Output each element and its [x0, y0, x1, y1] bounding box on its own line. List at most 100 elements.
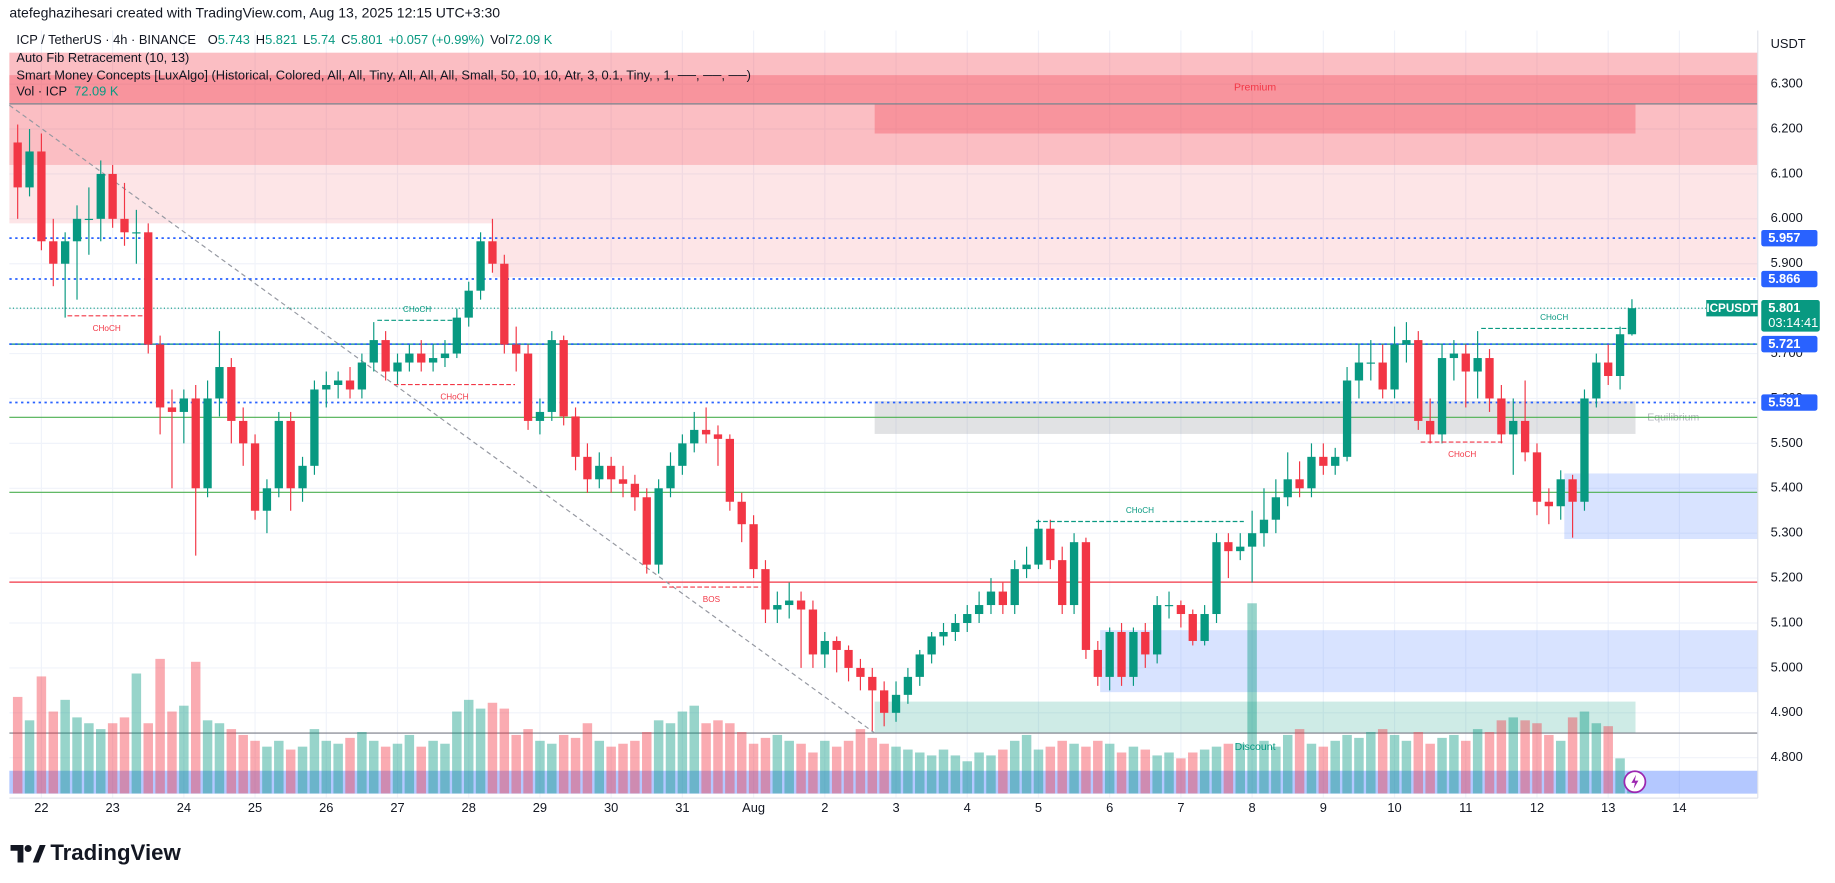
- volume-bar: [891, 746, 901, 794]
- volume-bar: [297, 746, 308, 794]
- candle-body: [808, 609, 818, 655]
- legend-field-value: 5.743: [218, 32, 250, 47]
- legend-field-value: 5.74: [310, 32, 335, 47]
- candle-body: [1117, 631, 1126, 677]
- y-tick-label: 5.400: [1771, 480, 1803, 495]
- y-tick-label: 4.800: [1771, 749, 1803, 764]
- volume-bar: [831, 746, 842, 794]
- volume-bar: [748, 743, 759, 794]
- volume-bar: [1128, 746, 1139, 794]
- candle-body: [998, 591, 1008, 606]
- legend-vol-value: 72.09 K: [508, 32, 553, 47]
- volume-bar: [1235, 743, 1245, 794]
- zone: [9, 770, 1758, 794]
- indicator-vol: Vol · ICP 72.09 K: [16, 84, 119, 99]
- structure-label: CHoCH: [403, 305, 431, 314]
- volume-bar: [689, 705, 699, 794]
- candle-body: [1414, 340, 1423, 421]
- volume-bar: [1318, 746, 1329, 794]
- candle-body: [1141, 631, 1150, 655]
- candle-body: [1556, 479, 1565, 507]
- candle-body: [417, 353, 426, 363]
- volume-bar: [1342, 734, 1352, 794]
- volume-bar: [843, 740, 854, 794]
- brand-logo: [10, 844, 46, 863]
- candle-body: [1319, 456, 1328, 466]
- volume-bar: [24, 720, 35, 794]
- volume-bar: [60, 699, 70, 794]
- volume-bar: [867, 737, 878, 794]
- candle-body: [476, 241, 485, 291]
- volume-bar: [238, 734, 248, 794]
- structure-label: CHoCH: [440, 393, 468, 402]
- volume-bar: [1544, 734, 1554, 794]
- candle-body: [1295, 479, 1304, 489]
- candle-body: [215, 367, 224, 399]
- volume-bar: [1449, 734, 1459, 794]
- x-tick-label: 31: [675, 800, 689, 815]
- x-tick-label: 4: [964, 800, 971, 815]
- volume-bar: [1223, 743, 1234, 794]
- candle-body: [1034, 528, 1043, 565]
- lightning-icon[interactable]: [1623, 770, 1647, 794]
- candle-body: [1247, 533, 1257, 547]
- price-tag: [1761, 394, 1818, 411]
- zone: [874, 103, 1636, 134]
- volume-bar: [570, 737, 581, 794]
- volume-bar: [1366, 732, 1376, 794]
- volume-bar: [463, 699, 474, 794]
- candle-body: [333, 380, 343, 385]
- volume-bar: [962, 761, 972, 794]
- candle-body: [1259, 519, 1269, 534]
- candle-body: [298, 465, 307, 489]
- volume-bar: [96, 729, 106, 794]
- volume-bar: [1140, 749, 1151, 794]
- structure-label: BOS: [703, 595, 721, 604]
- candle-body: [108, 173, 117, 219]
- legend-vol-label: Vol: [490, 32, 508, 47]
- price-tag-label: 5.866: [1768, 271, 1800, 286]
- candle-body: [844, 649, 853, 668]
- candle-body: [939, 631, 948, 637]
- volume-bar: [1555, 740, 1566, 794]
- volume-bar: [1282, 734, 1293, 794]
- x-tick-label: 12: [1530, 800, 1544, 815]
- volume-bar: [1045, 746, 1056, 794]
- volume-bar: [487, 702, 498, 794]
- structure-label: CHoCH: [1540, 313, 1568, 322]
- candle-body: [678, 443, 687, 466]
- volume-bar: [1033, 749, 1044, 794]
- volume-bar: [84, 723, 94, 794]
- volume-bar: [1496, 720, 1507, 794]
- candle-body: [369, 340, 378, 363]
- volume-bar: [309, 729, 320, 794]
- candle-body: [1153, 605, 1162, 655]
- y-tick-label: 5.300: [1771, 525, 1803, 540]
- candle-body: [618, 479, 628, 484]
- volume-bar: [1615, 758, 1625, 794]
- structure-label: CHoCH: [93, 324, 121, 333]
- y-tick-label: 5.200: [1771, 570, 1803, 585]
- volume-bar: [369, 740, 379, 794]
- candle-body: [250, 443, 260, 511]
- legend-field-label: L: [303, 32, 310, 47]
- volume-bar: [772, 734, 783, 794]
- legend-field-value: 5.801: [350, 32, 382, 47]
- candle-body: [1520, 420, 1530, 453]
- x-tick-label: 11: [1459, 800, 1472, 815]
- candle-body: [512, 344, 521, 354]
- candle-body: [868, 676, 877, 691]
- volume-bar: [12, 696, 23, 794]
- volume-bar: [1520, 720, 1530, 794]
- candle-body: [1449, 353, 1459, 359]
- brand: TradingView: [50, 840, 181, 865]
- candle-body: [523, 353, 533, 421]
- volume-bar: [1425, 743, 1435, 794]
- x-tick-label: 26: [319, 800, 333, 815]
- candle-body: [286, 420, 295, 489]
- candle-body: [381, 340, 390, 372]
- y-tick-label: 4.900: [1771, 704, 1803, 719]
- volume-bar: [1294, 729, 1305, 794]
- volume-bar: [357, 732, 367, 794]
